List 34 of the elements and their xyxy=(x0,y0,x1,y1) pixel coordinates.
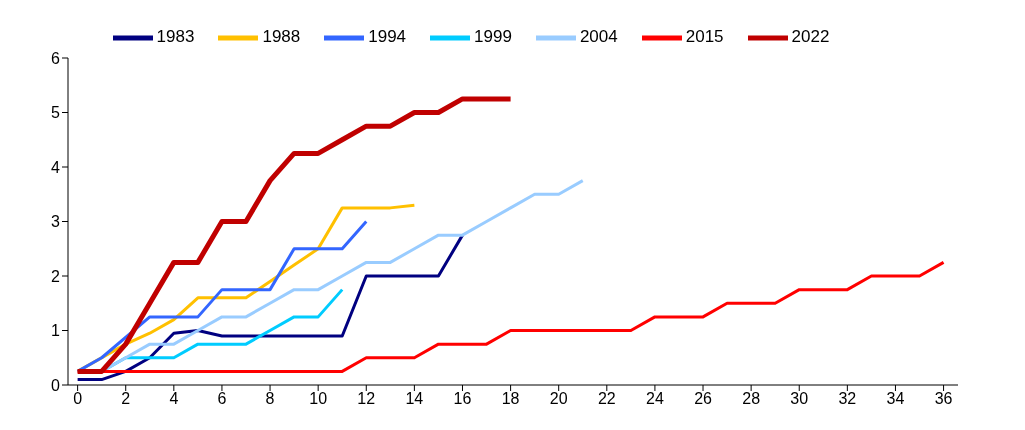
x-tick-label: 4 xyxy=(169,390,179,408)
x-tick-label: 22 xyxy=(597,390,616,408)
x-tick-label: 34 xyxy=(886,390,905,408)
x-tick-label: 14 xyxy=(405,390,424,408)
y-tick-label: 6 xyxy=(51,49,61,67)
legend-label: 1988 xyxy=(262,27,301,47)
x-tick-label: 10 xyxy=(309,390,328,408)
line-series xyxy=(76,220,368,373)
y-tick-label: 2 xyxy=(51,267,61,285)
x-tick-label: 16 xyxy=(453,390,472,408)
x-tick-label: 8 xyxy=(265,390,275,408)
y-tick-label: 3 xyxy=(51,213,61,231)
y-tick-label: 1 xyxy=(51,322,61,340)
x-tick-label: 6 xyxy=(217,390,227,408)
x-tick-label: 0 xyxy=(73,390,83,408)
y-tick-label: 0 xyxy=(51,376,61,394)
x-tick-label: 30 xyxy=(790,390,809,408)
legend-label: 1994 xyxy=(368,27,407,47)
legend-label: 1999 xyxy=(474,27,512,47)
x-tick-label: 12 xyxy=(357,390,376,408)
legend-label: 2022 xyxy=(791,27,830,47)
x-tick-label: 18 xyxy=(501,390,520,408)
legend-label: 2004 xyxy=(579,27,618,47)
x-tick-label: 26 xyxy=(694,390,713,408)
x-tick-label: 20 xyxy=(549,390,568,408)
y-tick-label: 5 xyxy=(51,104,61,122)
x-tick-label: 24 xyxy=(646,390,664,408)
legend-label: 2015 xyxy=(685,27,724,47)
x-tick-label: 32 xyxy=(838,390,857,408)
y-tick-label: 4 xyxy=(51,158,61,176)
x-tick-label: 28 xyxy=(742,390,761,408)
x-tick-label: 36 xyxy=(934,390,953,408)
legend-label: 1983 xyxy=(156,27,195,47)
x-tick-label: 2 xyxy=(121,390,131,408)
